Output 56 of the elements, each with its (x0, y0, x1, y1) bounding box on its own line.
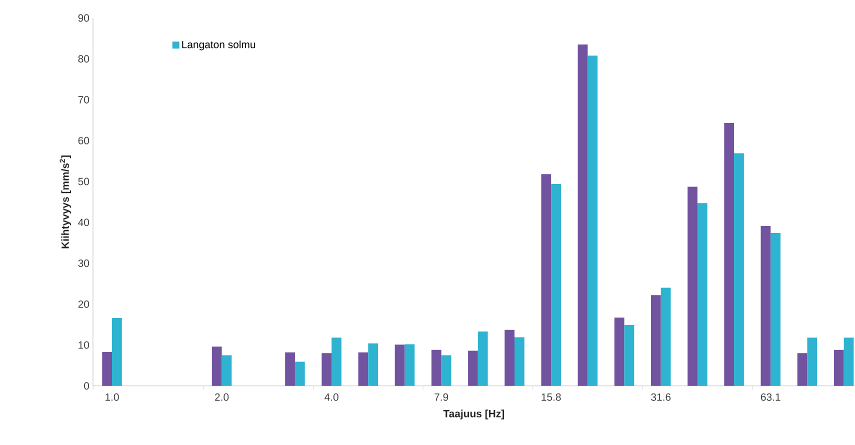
bar (285, 352, 295, 386)
bar (441, 355, 452, 386)
bar (844, 338, 854, 386)
bar (807, 338, 818, 386)
x-axis-title: Taajuus [Hz] (443, 410, 504, 420)
bar (368, 343, 378, 386)
bar (102, 352, 112, 386)
y-tick-label: 90 (78, 14, 90, 22)
bar (222, 355, 232, 386)
y-tick-label: 80 (78, 55, 90, 63)
bar (358, 352, 368, 386)
x-tick-label: 2.0 (215, 393, 229, 401)
bar (322, 353, 332, 386)
bar (404, 344, 415, 386)
x-tick-label: 7.9 (434, 393, 448, 401)
y-tick-label: 30 (78, 260, 90, 268)
y-tick-label: 20 (78, 300, 90, 308)
bar (624, 325, 634, 386)
y-tick-label: 40 (78, 218, 90, 226)
bar (660, 288, 671, 386)
bar (724, 123, 734, 386)
y-tick-label: 60 (78, 136, 90, 144)
bar (112, 318, 122, 386)
bar (770, 233, 781, 386)
bar (431, 350, 442, 386)
y-tick-label: 0 (84, 382, 90, 390)
bar (797, 353, 808, 386)
x-tick-label: 4.0 (324, 393, 338, 401)
x-tick-label: 63.1 (760, 393, 780, 401)
bar (504, 330, 515, 386)
bar (760, 226, 771, 386)
bar (514, 337, 524, 386)
bar (588, 56, 598, 386)
bar (212, 346, 222, 386)
bar (332, 338, 342, 386)
y-tick-label: 10 (78, 341, 90, 349)
bar (468, 350, 478, 386)
bar (697, 203, 708, 386)
bar (614, 318, 624, 386)
y-tick-label: 70 (78, 96, 90, 104)
x-tick-label: 31.6 (651, 393, 671, 401)
bar (294, 362, 305, 386)
bar (834, 350, 844, 386)
y-axis-title: Kiihtyvyys [mm/s$^{2}$] (60, 156, 71, 248)
bar (551, 184, 561, 386)
bar (394, 344, 405, 386)
bar (650, 295, 661, 386)
x-tick-label: 1.0 (106, 393, 119, 401)
x-tick-label: 15.8 (542, 393, 561, 401)
bar (578, 44, 588, 386)
bar (478, 332, 488, 386)
bar (688, 186, 698, 386)
y-tick-label: 50 (78, 178, 90, 186)
legend-label: Langaton solmu (182, 40, 256, 50)
bar (734, 153, 744, 386)
bar (541, 174, 552, 386)
